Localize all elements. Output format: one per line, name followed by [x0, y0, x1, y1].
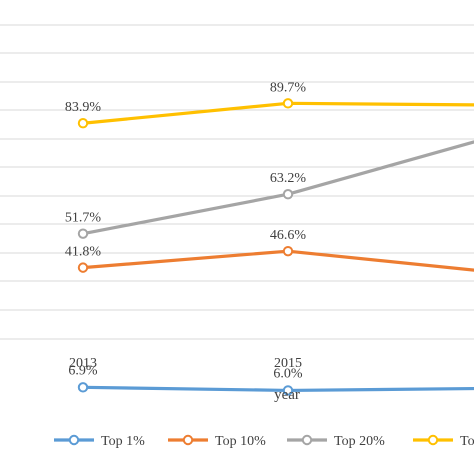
- data-point: [77, 228, 89, 239]
- data-point: [282, 245, 294, 257]
- legend-marker: [427, 434, 439, 446]
- x-tick-label: 2013: [69, 356, 97, 371]
- data-point: [282, 98, 294, 109]
- data-labels: 6.9% 6.0% 41.8% 46.6% 51.7% 63.2% 83.9% 89.7%: [65, 80, 307, 381]
- data-label: 83.9%: [65, 100, 102, 115]
- series-line: [82, 249, 474, 272]
- legend-label: Top 1%: [101, 434, 145, 449]
- data-point: [77, 118, 89, 129]
- legend-label: Top 30%: [460, 434, 474, 449]
- x-axis-ticks: 201320152017: [69, 356, 302, 371]
- legend-marker: [301, 434, 313, 446]
- data-point: [282, 385, 294, 396]
- data-point: [77, 262, 89, 273]
- legend-label: Top 20%: [334, 434, 385, 449]
- data-label: 89.7%: [270, 80, 307, 95]
- data-label: 46.6%: [270, 228, 307, 243]
- data-label: 51.7%: [65, 211, 102, 226]
- legend-marker: [68, 434, 80, 446]
- data-label: 6.0%: [273, 366, 303, 381]
- data-point: [282, 189, 294, 200]
- legend: Top 1% Top 10% Top 20% Top 30%: [54, 434, 474, 449]
- data-point: [77, 382, 89, 393]
- gridlines: [0, 24, 474, 340]
- legend-marker: [182, 434, 194, 446]
- series-line: [82, 101, 474, 125]
- series-lines: [77, 98, 474, 396]
- data-label: 63.2%: [270, 171, 307, 186]
- x-tick-label: 2015: [274, 356, 302, 371]
- legend-label: Top 10%: [215, 434, 266, 449]
- x-axis-label: year: [274, 387, 300, 403]
- data-label: 41.8%: [65, 245, 102, 260]
- data-label: 6.9%: [68, 363, 98, 378]
